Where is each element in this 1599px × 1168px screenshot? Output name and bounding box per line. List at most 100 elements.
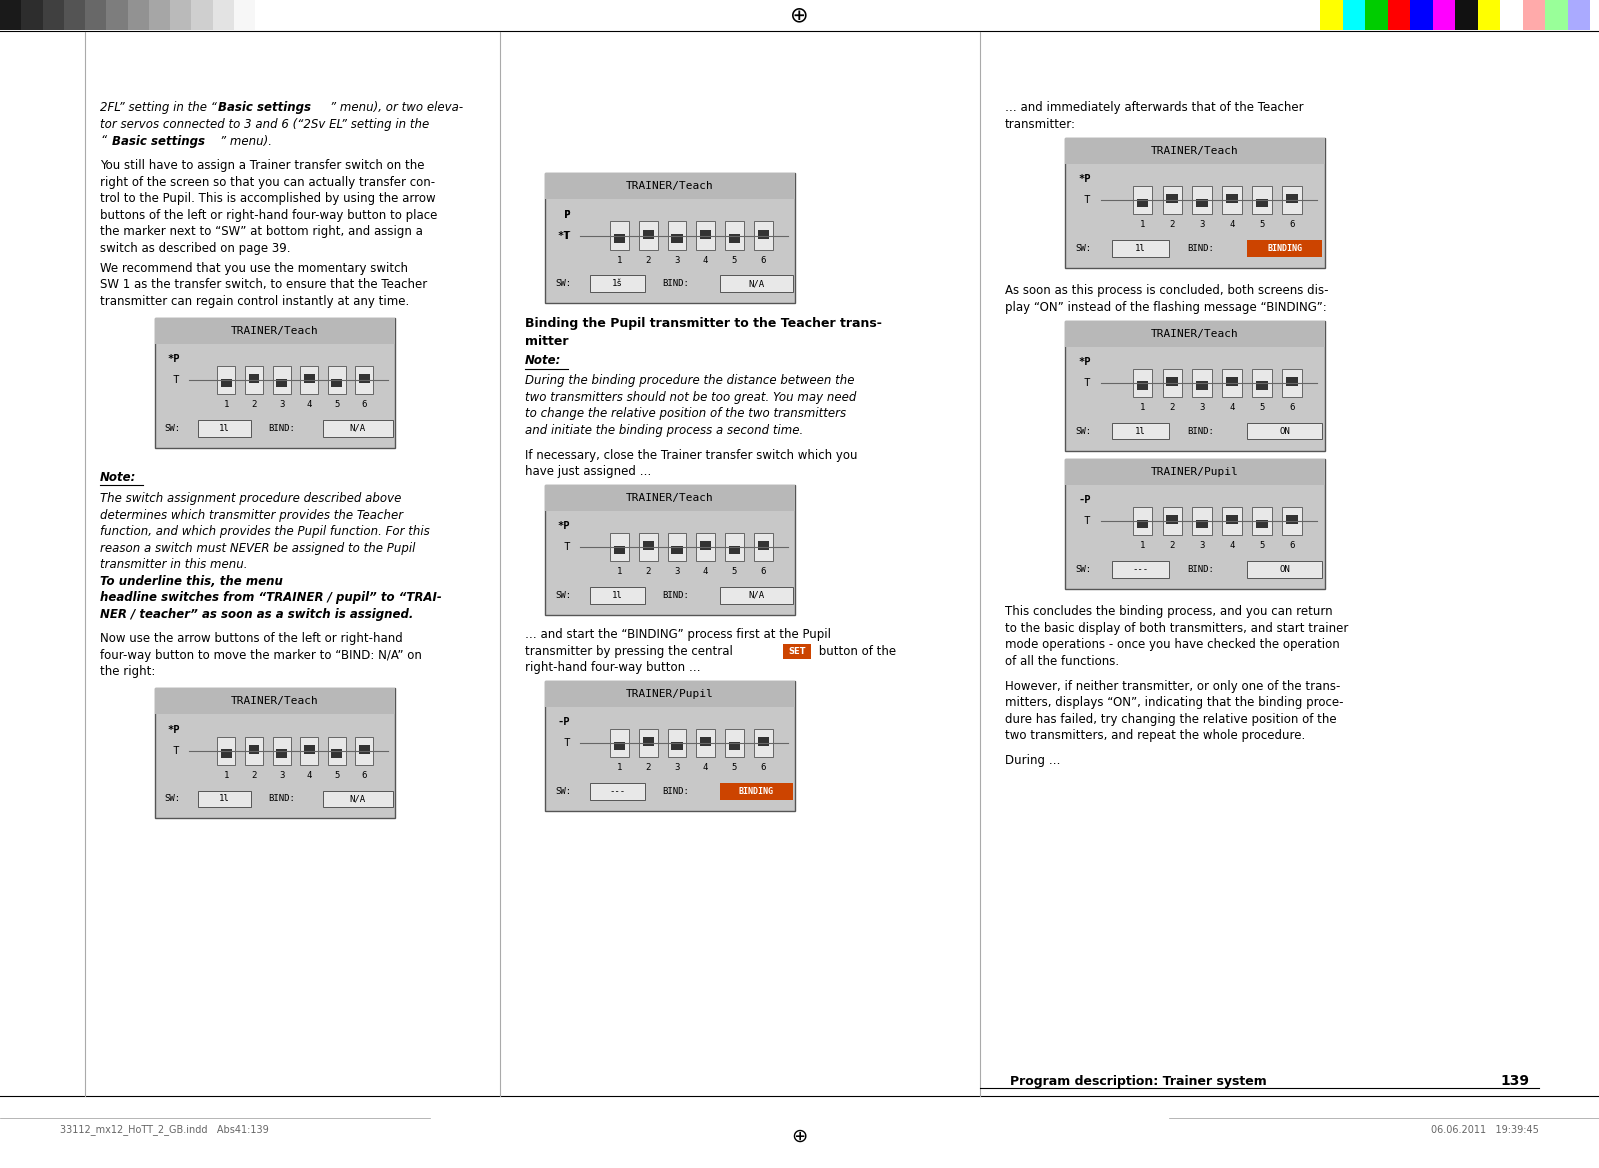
Bar [1111,561,1169,578]
Bar [198,419,251,437]
Bar [545,173,795,200]
Bar [149,0,169,30]
Text: SW:: SW: [555,591,571,599]
Text: N/A: N/A [350,424,366,432]
Bar [696,729,715,758]
Text: BIND:: BIND: [1186,426,1214,436]
Text: to change the relative position of the two transmitters: to change the relative position of the t… [524,408,846,420]
Bar [1343,0,1366,30]
Bar [1111,239,1169,257]
Text: 5: 5 [1260,542,1265,550]
Text: During the binding procedure the distance between the: During the binding procedure the distanc… [524,374,854,388]
Text: 4: 4 [1230,403,1234,412]
Text: switch as described on page 39.: switch as described on page 39. [101,242,291,255]
Bar [1193,369,1212,397]
Text: Note:: Note: [101,471,136,484]
Bar [217,737,235,765]
Text: 2: 2 [251,771,257,780]
Text: 2: 2 [1169,403,1175,412]
Bar [360,745,369,753]
Text: transmitter:: transmitter: [1006,118,1076,131]
Text: 6: 6 [761,256,766,265]
Text: ---: --- [1132,565,1148,573]
Text: … and start the “BINDING” process first at the Pupil: … and start the “BINDING” process first … [524,628,831,641]
Bar [555,214,595,244]
Text: SW:: SW: [555,279,571,288]
Text: 5: 5 [732,568,737,577]
Text: T: T [166,746,179,756]
Text: As soon as this process is concluded, both screens dis-: As soon as this process is concluded, bo… [1006,284,1329,298]
Text: and initiate the binding process a second time.: and initiate the binding process a secon… [524,424,803,437]
Text: play “ON” instead of the flashing message “BINDING”:: play “ON” instead of the flashing messag… [1006,301,1327,314]
Text: TRAINER/Teach: TRAINER/Teach [627,493,713,502]
Bar [1193,507,1212,535]
Text: TRAINER/Teach: TRAINER/Teach [232,326,318,335]
Bar [0,0,21,30]
Bar [700,230,712,238]
Bar [1065,459,1326,485]
Bar [609,533,628,562]
Bar [1193,186,1212,215]
Text: 6: 6 [761,764,766,772]
Text: transmitter can regain control instantly at any time.: transmitter can regain control instantly… [101,294,409,307]
Text: T: T [558,542,569,552]
Bar [221,750,232,758]
Text: Note:: Note: [524,355,561,368]
Text: mitters, displays “ON”, indicating that the binding proce-: mitters, displays “ON”, indicating that … [1006,696,1343,709]
Text: T: T [558,230,569,241]
Text: NER / teacher” as soon as a switch is assigned.: NER / teacher” as soon as a switch is as… [101,607,414,620]
Text: BIND:: BIND: [662,279,689,288]
Text: 6: 6 [1289,542,1295,550]
Text: two transmitters should not be too great. You may need: two transmitters should not be too great… [524,391,857,404]
Bar [323,419,393,437]
Text: 1: 1 [617,568,622,577]
Bar [1226,515,1238,524]
Text: 1: 1 [617,256,622,265]
Text: Now use the arrow buttons of the left or right-hand: Now use the arrow buttons of the left or… [101,632,403,646]
Bar [245,737,262,765]
Text: 2: 2 [646,568,651,577]
Text: the right:: the right: [101,666,155,679]
Bar [1065,320,1326,347]
Text: 4: 4 [307,401,312,409]
Text: 33112_mx12_HoTT_2_GB.indd   Abs41:139: 33112_mx12_HoTT_2_GB.indd Abs41:139 [61,1125,269,1135]
Text: 3: 3 [1199,542,1204,550]
Text: 139: 139 [1500,1075,1529,1089]
Text: To underline this, the menu: To underline this, the menu [101,575,283,588]
Text: the marker next to “SW” at bottom right, and assign a: the marker next to “SW” at bottom right,… [101,225,422,238]
Bar [355,737,374,765]
Text: SW 1 as the transfer switch, to ensure that the Teacher: SW 1 as the transfer switch, to ensure t… [101,278,427,291]
Bar [1567,0,1589,30]
Text: 3: 3 [1199,403,1204,412]
Bar [1137,520,1148,528]
Bar [1410,0,1433,30]
Text: mitter: mitter [524,335,569,348]
Text: 1l: 1l [1135,426,1146,436]
Bar [614,545,625,555]
Text: ---: --- [609,787,625,795]
Bar [1111,423,1169,439]
Text: TRAINER/Teach: TRAINER/Teach [1151,146,1239,155]
Bar [1065,320,1326,451]
Bar [753,222,772,250]
Bar [724,222,744,250]
Bar [638,533,657,562]
Text: 5: 5 [732,256,737,265]
Bar [729,235,740,243]
Bar [1545,0,1567,30]
Text: 1: 1 [617,764,622,772]
Text: We recommend that you use the momentary switch: We recommend that you use the momentary … [101,262,408,274]
Bar [192,0,213,30]
Bar [672,545,683,555]
Bar [753,729,772,758]
Bar [301,366,318,395]
Text: T: T [558,738,569,749]
Bar [323,791,393,807]
Bar [272,737,291,765]
Text: 2: 2 [1169,542,1175,550]
Text: right of the screen so that you can actually transfer con-: right of the screen so that you can actu… [101,175,435,189]
Text: This concludes the binding process, and you can return: This concludes the binding process, and … [1006,605,1332,618]
Bar [169,0,192,30]
Bar [614,742,625,750]
Text: BIND:: BIND: [662,787,689,795]
